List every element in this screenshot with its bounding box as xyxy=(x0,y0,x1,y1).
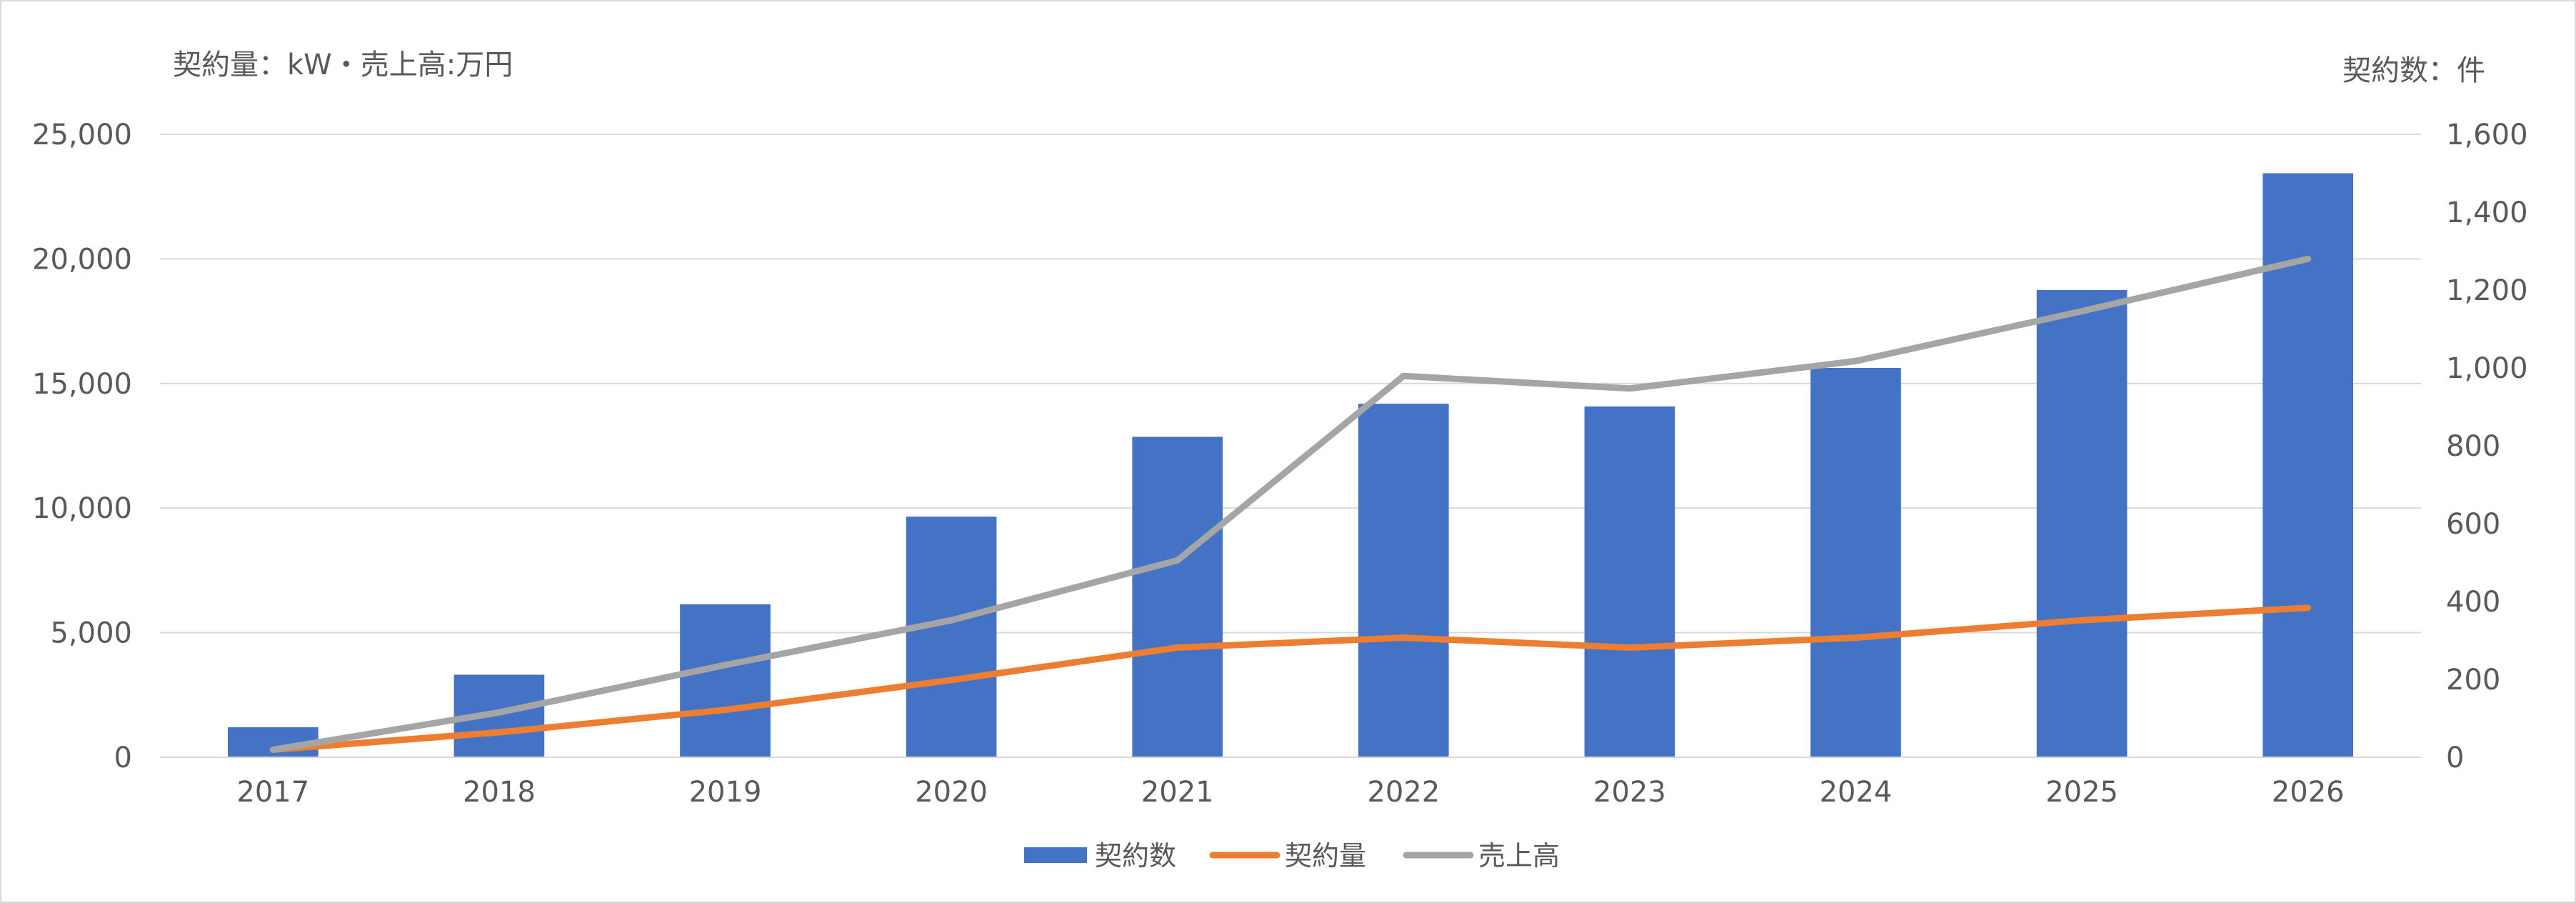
x-tick-label: 2026 xyxy=(2272,776,2345,809)
bar xyxy=(1358,404,1449,757)
x-tick-label: 2023 xyxy=(1593,776,1666,809)
series-line xyxy=(269,604,2312,753)
legend-label: 売上高 xyxy=(1478,840,1560,872)
bar-series xyxy=(227,173,2354,757)
x-axis-ticks: 2017 2018 2019 2020 2021 2022 2023 2024 2025 2026 xyxy=(236,776,2344,809)
right-tick-label: 1,600 xyxy=(2446,119,2528,151)
legend-label: 契約量 xyxy=(1285,840,1366,872)
bar xyxy=(906,517,997,757)
left-axis-title: 契約量：kW・売上高:万円 xyxy=(173,49,513,81)
left-tick-label: 15,000 xyxy=(32,368,132,401)
series-line xyxy=(269,255,2312,753)
legend-label: 契約数 xyxy=(1095,840,1176,872)
x-tick-label: 2021 xyxy=(1141,776,1214,809)
x-tick-label: 2022 xyxy=(1367,776,1440,809)
x-tick-label: 2024 xyxy=(1820,776,1893,809)
left-tick-label: 5,000 xyxy=(50,617,132,650)
bar xyxy=(1810,368,1901,757)
left-axis-ticks: 0 5,000 10,000 15,000 20,000 25,000 xyxy=(32,119,132,774)
x-tick-label: 2020 xyxy=(915,776,988,809)
x-tick-label: 2017 xyxy=(236,776,309,809)
left-tick-label: 25,000 xyxy=(32,119,132,151)
right-tick-label: 1,400 xyxy=(2446,196,2528,229)
legend-swatch xyxy=(1024,847,1087,863)
left-tick-label: 0 xyxy=(114,742,132,774)
bar xyxy=(2262,173,2354,757)
line-series xyxy=(269,255,2312,753)
right-tick-label: 800 xyxy=(2446,430,2500,463)
right-tick-label: 600 xyxy=(2446,508,2500,541)
right-axis-ticks: 0 200 400 600 800 1,000 1,200 1,400 1,600 xyxy=(2446,119,2528,774)
right-tick-label: 1,200 xyxy=(2446,274,2528,307)
left-tick-label: 10,000 xyxy=(32,492,132,525)
right-tick-label: 0 xyxy=(2446,742,2464,774)
bar xyxy=(2036,290,2128,757)
bar xyxy=(1584,406,1675,757)
right-tick-label: 1,000 xyxy=(2446,352,2528,385)
bar xyxy=(1132,436,1223,757)
left-tick-label: 20,000 xyxy=(32,243,132,276)
legend: 契約数 契約量 売上高 xyxy=(1024,840,1560,872)
x-tick-label: 2018 xyxy=(463,776,536,809)
right-tick-label: 400 xyxy=(2446,586,2500,619)
x-tick-label: 2019 xyxy=(689,776,762,809)
right-axis-title: 契約数：件 xyxy=(2342,54,2485,87)
bar xyxy=(680,604,771,757)
right-tick-label: 200 xyxy=(2446,664,2500,697)
x-tick-label: 2025 xyxy=(2045,776,2118,809)
